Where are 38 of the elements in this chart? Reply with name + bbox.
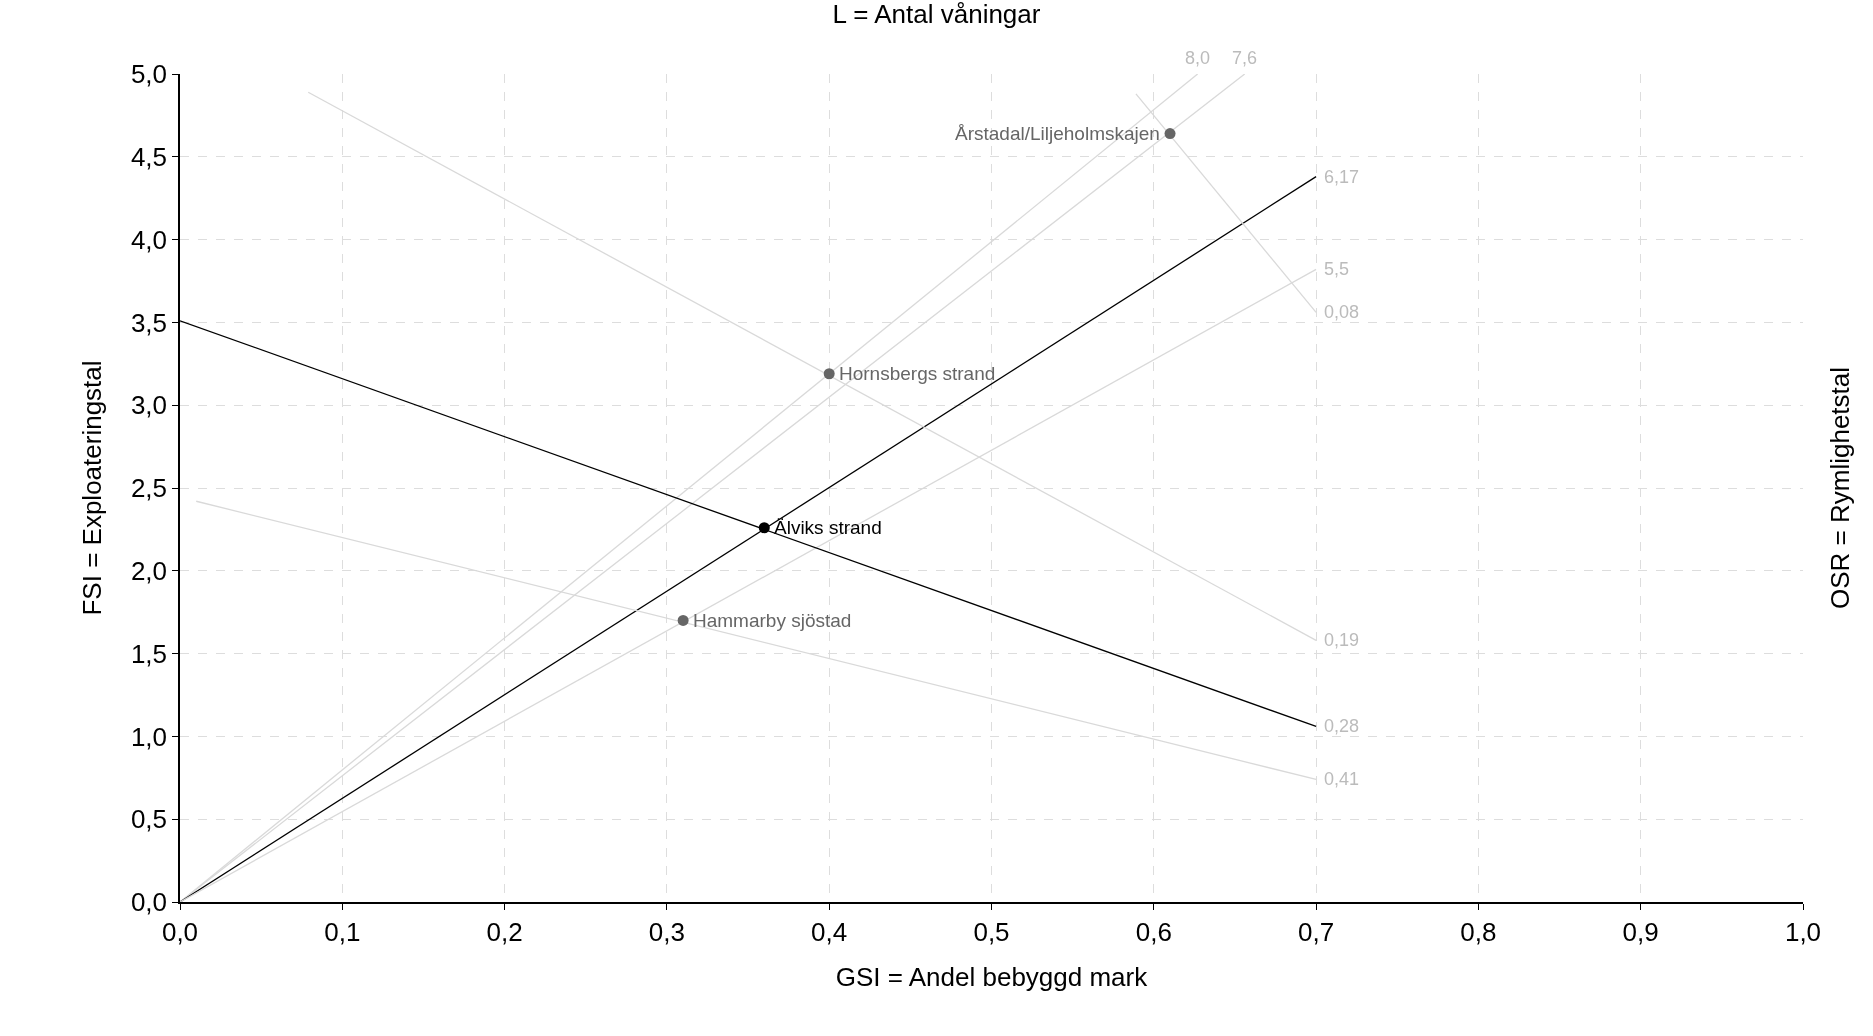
annotation: 0,19 xyxy=(1324,630,1360,650)
y-tick-label: 2,5 xyxy=(130,473,168,504)
annotation: 7,6 xyxy=(1232,48,1258,68)
x-tick-label: 1,0 xyxy=(1784,916,1822,947)
annotation: 6,17 xyxy=(1324,167,1360,187)
x-tick-label: 0,7 xyxy=(1298,916,1335,947)
x-tick-label: 0,9 xyxy=(1622,916,1659,947)
y-tick-label: 3,5 xyxy=(130,307,168,338)
annotation: Hammarby sjöstad xyxy=(693,610,852,631)
annotation: 0,08 xyxy=(1324,302,1360,322)
y2-axis-title: OSR = Rymlighetstal xyxy=(1825,366,1855,609)
x-tick-label: 0,1 xyxy=(324,916,361,947)
chart-title: L = Antal våningar xyxy=(832,0,1041,30)
y-tick-label: 2,0 xyxy=(130,555,168,586)
y-tick-label: 5,0 xyxy=(130,59,168,90)
annotation: Hornsbergs strand xyxy=(839,363,996,384)
annotation: 8,0 xyxy=(1185,48,1211,68)
y-axis-title: FSI = Exploateringstal xyxy=(76,360,107,616)
annotation: 0,41 xyxy=(1324,769,1360,789)
y-tick-label: 0,5 xyxy=(130,804,168,835)
x-tick-label: 0,4 xyxy=(811,916,848,947)
x-tick-label: 0,8 xyxy=(1460,916,1497,947)
y-tick-label: 1,0 xyxy=(130,721,168,752)
y-tick-label: 0,0 xyxy=(130,887,168,918)
x-tick-label: 0,6 xyxy=(1135,916,1172,947)
annotation: Årstadal/Liljeholmskajen xyxy=(955,123,1160,144)
y-tick-label: 4,5 xyxy=(130,141,168,172)
annotation: 5,5 xyxy=(1324,259,1350,279)
x-axis-title: GSI = Andel bebyggd mark xyxy=(835,962,1149,993)
x-tick-label: 0,2 xyxy=(486,916,523,947)
y-tick-label: 4,0 xyxy=(130,224,168,255)
x-tick-label: 0,0 xyxy=(161,916,199,947)
x-tick-label: 0,5 xyxy=(973,916,1010,947)
annotation: 0,28 xyxy=(1324,716,1360,736)
annotation: Älviks strand xyxy=(774,517,882,538)
y-tick-label: 3,0 xyxy=(130,390,168,421)
y-tick-label: 1,5 xyxy=(130,638,168,669)
x-tick-label: 0,3 xyxy=(648,916,685,947)
